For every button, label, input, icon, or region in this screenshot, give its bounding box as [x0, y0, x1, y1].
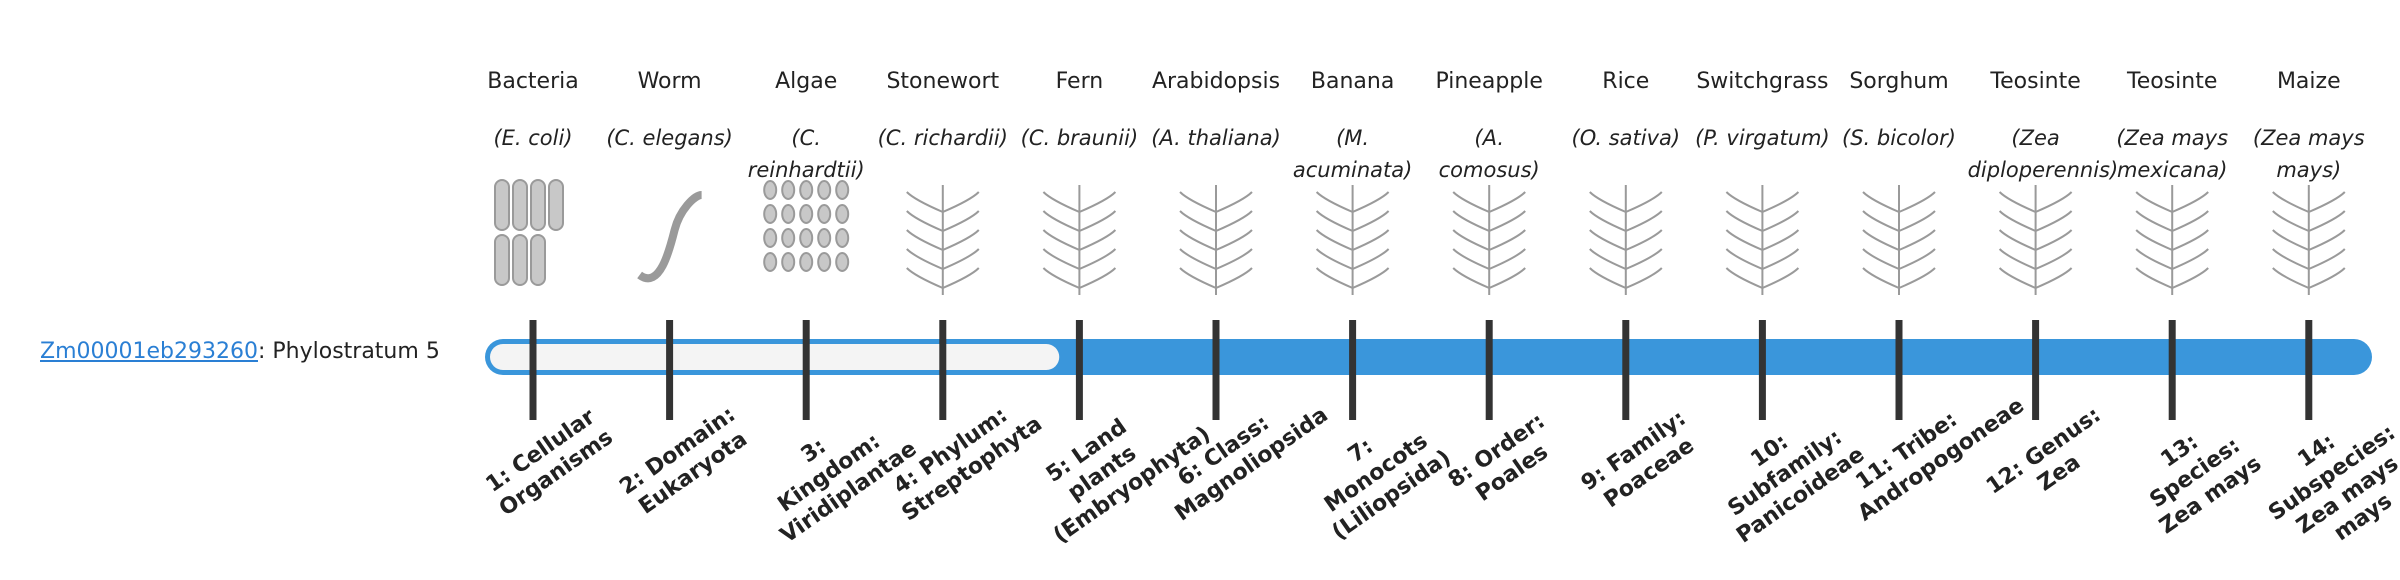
organism-species: (C. elegans): [606, 126, 733, 150]
organism-name: Sorghum: [1849, 69, 1949, 94]
organism-name: Pineapple: [1435, 69, 1543, 94]
organism-name: Switchgrass: [1696, 69, 1829, 94]
organism-illustration: [906, 185, 980, 295]
organism-name: Teosinte: [1990, 69, 2081, 94]
organism-illustration: [1179, 185, 1253, 295]
organism-name: Algae: [775, 69, 838, 94]
organism-illustration: [494, 179, 564, 286]
organism-illustration: [1725, 185, 1800, 295]
organism-species: (C. braunii): [1020, 126, 1139, 150]
gene-label-text: : Phylostratum: [257, 339, 426, 364]
organism-illustration: [2272, 185, 2346, 295]
organism-illustration: [1862, 185, 1936, 295]
organism-name: Bacteria: [487, 69, 579, 94]
phylostratum: 5: [425, 339, 440, 364]
organism-name: Maize: [2276, 69, 2341, 94]
organism-illustration: [1452, 185, 1526, 295]
organism-species: (E. coli): [493, 126, 573, 150]
organism-name: Rice: [1602, 69, 1650, 94]
organism-species: (Zea mays mays): [2252, 126, 2365, 182]
organism-illustration: [637, 191, 703, 282]
organism-illustration: [763, 180, 850, 272]
organism-species: (A. thaliana): [1151, 126, 1281, 150]
organism-species: (M. acuminata): [1292, 126, 1413, 182]
organism-illustration: [2135, 185, 2209, 295]
organism-illustration: [1315, 185, 1390, 295]
gene-label: Zm00001eb293260: Phylostratum 5: [40, 339, 440, 364]
organism-name: Banana: [1310, 69, 1395, 94]
organism-illustration: [1998, 185, 2073, 295]
organism-illustration: [1589, 185, 1663, 295]
organism-species: (C. richardii): [877, 126, 1008, 150]
organism-name: Fern: [1055, 69, 1104, 94]
organism-name: Arabidopsis: [1151, 69, 1281, 94]
organism-species: (P. virgatum): [1695, 126, 1830, 150]
organism-species: (A. comosus): [1438, 126, 1540, 182]
organism-species: (S. bicolor): [1842, 126, 1956, 150]
organism-species: (Zea mays mexicana): [2116, 126, 2229, 182]
organism-name: Stonewort: [886, 69, 1000, 94]
organism-name: Teosinte: [2127, 69, 2218, 94]
organism-species: (Zea diploperennis): [1967, 126, 2119, 182]
organism-illustration: [1042, 185, 1117, 295]
organism-species: (C. reinhardtii): [747, 126, 865, 182]
gene-link[interactable]: Zm00001eb293260: [40, 339, 258, 364]
organism-species: (O. sativa): [1571, 126, 1681, 150]
organism-name: Worm: [637, 69, 702, 94]
bar-empty: [490, 344, 1060, 370]
